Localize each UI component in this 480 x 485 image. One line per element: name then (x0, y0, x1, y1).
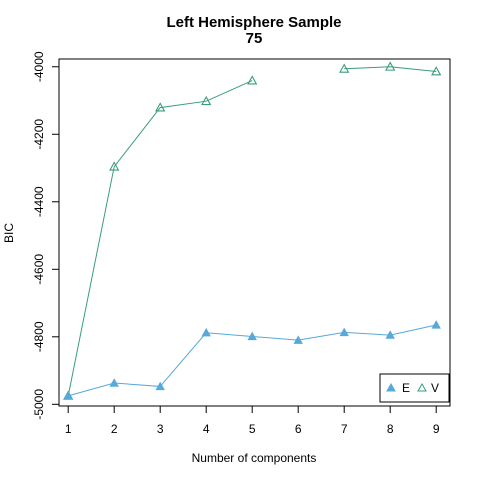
y-tick-label: -4600 (32, 254, 46, 285)
data-point-v (385, 61, 396, 71)
x-tick-label: 7 (341, 422, 348, 436)
data-point-v (431, 66, 442, 76)
data-point-e (293, 335, 303, 344)
legend-marker-e (386, 382, 396, 392)
y-axis-label: BIC (2, 223, 16, 243)
legend-label-v: V (431, 381, 439, 395)
data-point-e (109, 378, 119, 387)
data-point-e (155, 381, 165, 391)
x-tick-label: 2 (111, 422, 118, 436)
data-point-e (247, 331, 257, 341)
legend-marker-v (417, 382, 427, 392)
x-tick-label: 8 (387, 422, 394, 436)
legend: E V (379, 373, 450, 403)
series-line-v (67, 80, 253, 396)
x-tick-label: 1 (65, 422, 72, 436)
data-point-v (247, 75, 258, 85)
y-tick-label: -4400 (32, 186, 46, 217)
x-axis: 1 2 3 4 5 6 7 8 9 (65, 406, 440, 436)
data-point-e (339, 327, 349, 337)
chart-subtitle: 75 (246, 30, 263, 47)
series-line-v (344, 66, 437, 72)
data-point-v (155, 102, 166, 112)
series-e (63, 320, 441, 400)
series-v (63, 61, 442, 400)
data-point-e (431, 320, 441, 329)
data-point-e (63, 391, 73, 400)
y-tick-label: -4800 (32, 321, 46, 352)
data-point-v (109, 161, 120, 171)
data-point-v (339, 63, 350, 73)
y-tick-label: -4000 (32, 51, 46, 82)
data-point-e (201, 327, 211, 337)
x-tick-label: 5 (249, 422, 256, 436)
plot-frame (58, 58, 451, 407)
y-tick-label: -4200 (32, 119, 46, 150)
x-tick-label: 6 (295, 422, 302, 436)
x-axis-label: Number of components (192, 451, 317, 465)
y-axis: -5000 -4800 -4600 -4400 -4200 -4000 (32, 51, 59, 420)
x-tick-label: 3 (157, 422, 164, 436)
x-tick-label: 4 (203, 422, 210, 436)
x-tick-label: 9 (433, 422, 440, 436)
legend-label-e: E (402, 381, 410, 395)
y-tick-label: -5000 (32, 389, 46, 420)
series-layer (63, 61, 442, 400)
legend-box (379, 373, 450, 403)
chart-title: Left Hemisphere Sample (166, 14, 341, 31)
data-point-e (385, 330, 395, 339)
data-point-v (201, 95, 212, 106)
